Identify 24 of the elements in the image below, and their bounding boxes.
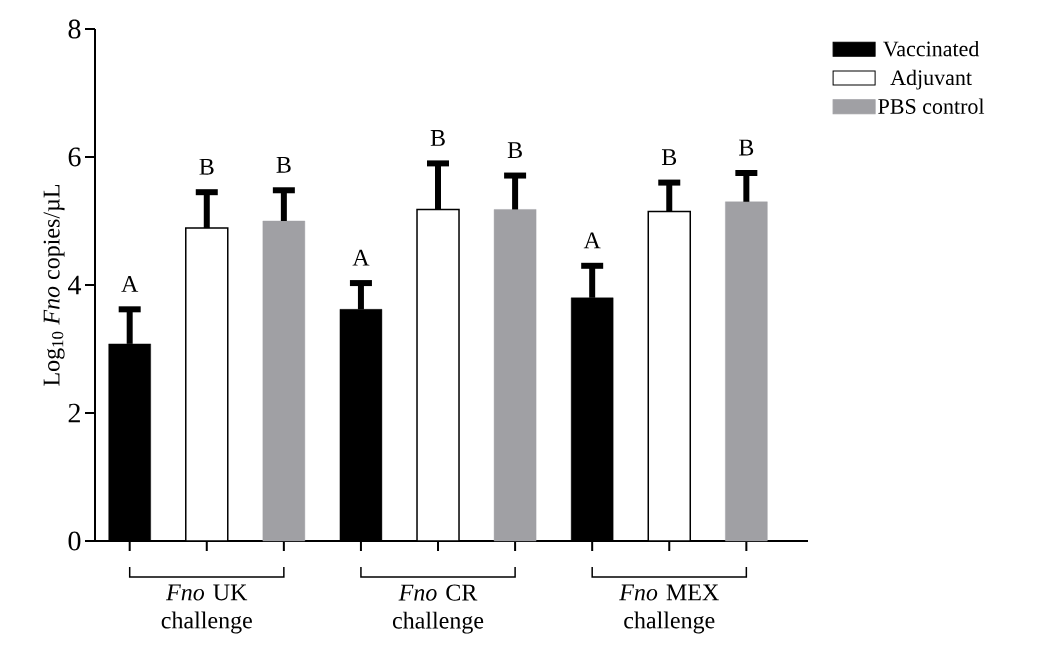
annotation: B	[507, 142, 522, 159]
annotation: A	[583, 232, 601, 249]
bar	[262, 220, 306, 542]
y-tick-label: 0	[68, 531, 81, 551]
y-tick-label: 8	[68, 19, 81, 39]
annotation: A	[121, 275, 139, 292]
annotation: B	[276, 156, 291, 173]
x-tick-label: Fno UK challenge	[161, 584, 252, 634]
legend-label: Adjuvant	[890, 69, 972, 90]
y-tick-label: 4	[68, 275, 82, 295]
x-tick-label: Fno MEX challenge	[619, 584, 719, 634]
y-tick-label: 2	[68, 403, 80, 423]
y-axis-title: Log$_{10}$ Fno copies/µL	[43, 184, 65, 386]
legend-label: PBS control	[878, 98, 985, 114]
legend-label: Vaccinated	[883, 40, 980, 57]
x-tick-label: Fno CR challenge	[392, 584, 484, 634]
annotation: B	[739, 139, 754, 156]
annotation: B	[430, 130, 445, 146]
bar	[725, 201, 768, 542]
annotation: B	[199, 158, 214, 175]
annotation: B	[661, 149, 677, 166]
bar	[493, 209, 537, 542]
annotation: A	[352, 249, 370, 266]
y-tick-label: 6	[68, 147, 81, 167]
